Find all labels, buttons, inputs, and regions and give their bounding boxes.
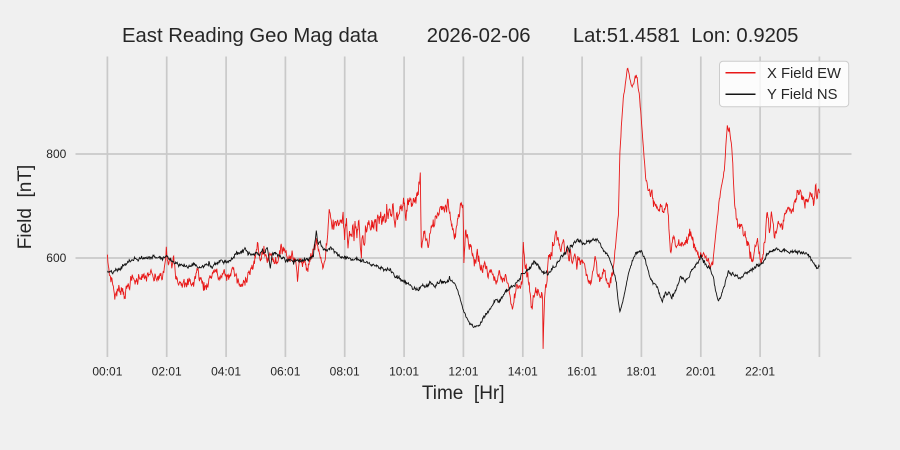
svg-text:Field [nT]: Field [nT] (15, 165, 36, 249)
svg-text:Lat:51.4581 Lon: 0.9205: Lat:51.4581 Lon: 0.9205 (573, 25, 799, 47)
svg-text:2026-02-06: 2026-02-06 (427, 25, 531, 47)
svg-text:04:01: 04:01 (211, 365, 241, 379)
svg-text:800: 800 (46, 147, 66, 161)
svg-text:16:01: 16:01 (567, 365, 597, 379)
svg-text:22:01: 22:01 (745, 365, 775, 379)
svg-text:Time [Hr]: Time [Hr] (422, 383, 505, 404)
svg-text:14:01: 14:01 (508, 365, 538, 379)
svg-text:East Reading Geo Mag data: East Reading Geo Mag data (122, 25, 379, 47)
svg-text:08:01: 08:01 (330, 365, 360, 379)
svg-text:20:01: 20:01 (686, 365, 716, 379)
svg-text:18:01: 18:01 (626, 365, 656, 379)
svg-text:10:01: 10:01 (389, 365, 419, 379)
svg-text:00:01: 00:01 (92, 365, 122, 379)
svg-text:X Field EW: X Field EW (767, 66, 841, 82)
svg-text:Y Field NS: Y Field NS (767, 87, 838, 103)
svg-text:02:01: 02:01 (152, 365, 182, 379)
svg-text:600: 600 (46, 251, 66, 265)
svg-text:12:01: 12:01 (448, 365, 478, 379)
svg-text:06:01: 06:01 (270, 365, 300, 379)
